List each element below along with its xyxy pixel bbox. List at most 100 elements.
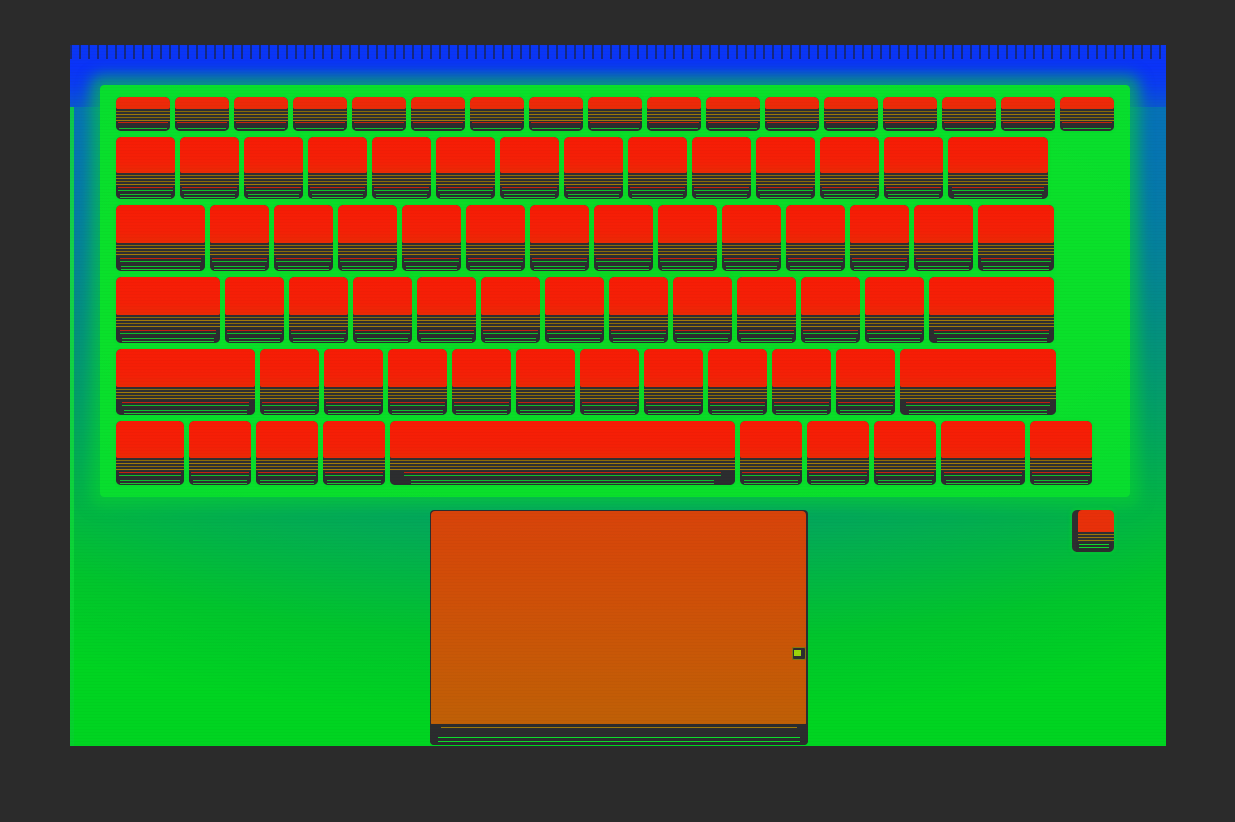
keycap-lip (481, 328, 540, 343)
key-t[interactable] (466, 205, 525, 271)
key-0[interactable] (756, 137, 815, 199)
key-command-right[interactable] (740, 421, 802, 485)
key-m[interactable] (644, 349, 703, 415)
key-enter[interactable] (929, 277, 1054, 343)
key-equal[interactable] (884, 137, 943, 199)
key-d[interactable] (353, 277, 412, 343)
key-bracket-left[interactable] (850, 205, 909, 271)
keycap-face (644, 349, 703, 388)
key-f1[interactable] (175, 97, 229, 131)
key-f9[interactable] (647, 97, 701, 131)
key-w[interactable] (274, 205, 333, 271)
keycap-face (116, 137, 175, 173)
key-period[interactable] (772, 349, 831, 415)
key-tab[interactable] (116, 205, 205, 271)
key-arrow-right[interactable] (1030, 421, 1092, 485)
key-6[interactable] (500, 137, 559, 199)
key-j[interactable] (609, 277, 668, 343)
key-f12[interactable] (824, 97, 878, 131)
key-v[interactable] (452, 349, 511, 415)
key-bracket-right[interactable] (914, 205, 973, 271)
key-1[interactable] (180, 137, 239, 199)
key-f11[interactable] (765, 97, 819, 131)
keycap-face (609, 277, 668, 316)
key-option-left[interactable] (256, 421, 318, 485)
key-o[interactable] (722, 205, 781, 271)
key-command-left[interactable] (323, 421, 385, 485)
keycap-face (824, 97, 878, 109)
key-l[interactable] (737, 277, 796, 343)
key-esc[interactable] (116, 97, 170, 131)
key-f5[interactable] (411, 97, 465, 131)
key-x[interactable] (324, 349, 383, 415)
key-f[interactable] (417, 277, 476, 343)
keycap-bands (323, 458, 385, 471)
key-n[interactable] (580, 349, 639, 415)
key-2[interactable] (244, 137, 303, 199)
key-u[interactable] (594, 205, 653, 271)
key-f13[interactable] (883, 97, 937, 131)
key-z[interactable] (260, 349, 319, 415)
keycap-face (308, 137, 367, 173)
key-arrow-left[interactable] (874, 421, 936, 485)
key-comma[interactable] (708, 349, 767, 415)
key-caps-lock[interactable] (116, 277, 220, 343)
key-arrow-updown[interactable] (941, 421, 1025, 485)
key-9[interactable] (692, 137, 751, 199)
key-f2[interactable] (234, 97, 288, 131)
key-r[interactable] (402, 205, 461, 271)
key-h[interactable] (545, 277, 604, 343)
key-i[interactable] (658, 205, 717, 271)
key-slash[interactable] (836, 349, 895, 415)
key-7[interactable] (564, 137, 623, 199)
key-f4[interactable] (352, 97, 406, 131)
keycap-lip (234, 120, 288, 131)
keycap-lip (293, 120, 347, 131)
keycap-bands (516, 387, 575, 401)
key-a[interactable] (225, 277, 284, 343)
key-control-left[interactable] (189, 421, 251, 485)
key-backspace[interactable] (948, 137, 1048, 199)
key-f6[interactable] (470, 97, 524, 131)
key-e[interactable] (338, 205, 397, 271)
key-3[interactable] (308, 137, 367, 199)
key-fn[interactable] (116, 421, 184, 485)
key-p[interactable] (786, 205, 845, 271)
key-k[interactable] (673, 277, 732, 343)
key-shift-left[interactable] (116, 349, 255, 415)
key-backslash[interactable] (978, 205, 1054, 271)
key-f8[interactable] (588, 97, 642, 131)
key-f15[interactable] (1001, 97, 1055, 131)
trackpad[interactable] (430, 510, 808, 745)
key-shift-right[interactable] (900, 349, 1056, 415)
keycap-bands (466, 243, 525, 257)
keycap-bands (470, 108, 524, 121)
key-g[interactable] (481, 277, 540, 343)
key-f14[interactable] (942, 97, 996, 131)
keycap-face (388, 349, 447, 388)
key-s[interactable] (289, 277, 348, 343)
keycap-face (274, 205, 333, 244)
key-y[interactable] (530, 205, 589, 271)
key-power[interactable] (1060, 97, 1114, 131)
key-minus[interactable] (820, 137, 879, 199)
trackpad-edge-marker (792, 647, 806, 660)
key-f7[interactable] (529, 97, 583, 131)
keycap-bands (883, 108, 937, 121)
key-semicolon[interactable] (801, 277, 860, 343)
keycap-bands (529, 108, 583, 121)
key-grave[interactable] (116, 137, 175, 199)
key-b[interactable] (516, 349, 575, 415)
key-space[interactable] (390, 421, 735, 485)
key-5[interactable] (436, 137, 495, 199)
key-c[interactable] (388, 349, 447, 415)
trackpad-surface[interactable] (431, 511, 806, 728)
key-quote[interactable] (865, 277, 924, 343)
key-4[interactable] (372, 137, 431, 199)
key-f10[interactable] (706, 97, 760, 131)
key-q[interactable] (210, 205, 269, 271)
power-button[interactable] (1072, 510, 1114, 552)
key-option-right[interactable] (807, 421, 869, 485)
key-8[interactable] (628, 137, 687, 199)
key-f3[interactable] (293, 97, 347, 131)
